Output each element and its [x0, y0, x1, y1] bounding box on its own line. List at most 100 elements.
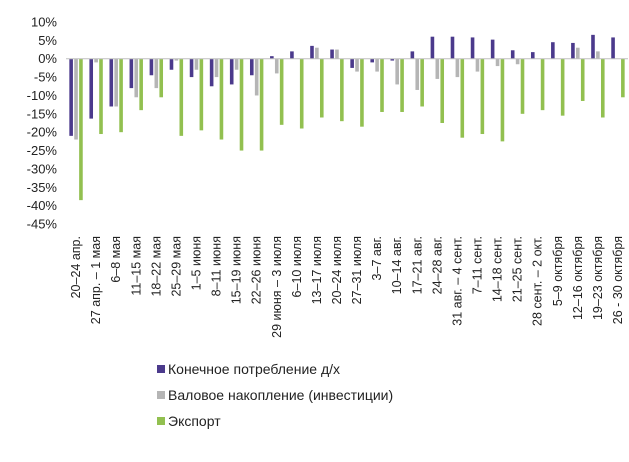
- bar-investment: [214, 58, 219, 78]
- x-tick-label: 27–31 июля: [350, 236, 364, 304]
- bar-investment: [194, 58, 199, 70]
- bar-investment: [274, 58, 279, 74]
- y-tick-label: 10%: [31, 15, 57, 30]
- x-tick-label: 15–19 июня: [230, 236, 244, 304]
- bar-consumption: [571, 42, 575, 59]
- x-tick-label: 21–25 сент.: [511, 236, 525, 302]
- bar-consumption: [109, 58, 114, 107]
- bar-consumption: [350, 58, 354, 68]
- legend-swatch-consumption: [157, 365, 165, 373]
- x-tick-label: 3–7 авг.: [370, 236, 384, 280]
- bar-export: [360, 58, 364, 127]
- bar-consumption: [370, 58, 375, 63]
- bar-investment: [415, 58, 420, 90]
- bar-investment: [74, 58, 78, 140]
- x-tick-label: 26 - 30 октября: [611, 236, 625, 324]
- bar-consumption: [390, 58, 395, 61]
- legend: Конечное потребление д/х Валовое накоплен…: [157, 361, 393, 429]
- x-tick-label: 11–15 мая: [129, 236, 143, 296]
- bar-export: [520, 58, 525, 114]
- bar-consumption: [290, 51, 294, 59]
- bar-consumption: [450, 36, 455, 59]
- bar-export: [480, 58, 485, 135]
- x-tick-label: 25–29 мая: [169, 236, 183, 297]
- x-tick-label: 6–10 июля: [290, 236, 304, 297]
- bar-export: [340, 58, 344, 122]
- bar-export: [440, 58, 445, 124]
- x-tick-label: 28 сент. – 2 окт.: [531, 236, 545, 326]
- bar-export: [239, 58, 244, 151]
- bar-export: [580, 58, 585, 101]
- legend-label-consumption: Конечное потребление д/х: [168, 361, 340, 377]
- bar-investment: [154, 58, 159, 89]
- y-tick-label: -35%: [27, 180, 58, 195]
- x-tick-label: 19–23 октября: [591, 236, 605, 320]
- bar-investment: [254, 58, 259, 96]
- bar-investment: [234, 58, 239, 70]
- legend-swatch-export: [157, 417, 165, 425]
- bar-consumption: [410, 51, 415, 59]
- x-tick-label: 27 апр. – 1 мая: [89, 236, 103, 324]
- bar-consumption: [149, 58, 154, 76]
- x-tick-label: 18–22 мая: [149, 236, 163, 297]
- y-tick-label: 0%: [38, 51, 57, 66]
- bar-export: [139, 58, 143, 111]
- y-tick-label: -20%: [27, 125, 58, 140]
- bar-consumption: [129, 58, 134, 89]
- y-tick-label: -25%: [27, 143, 58, 158]
- bar-export: [420, 58, 424, 107]
- bar-consumption: [611, 37, 615, 59]
- y-axis: 10% 5% 0% -5% -10% -15% -20% -25% -30% -35% -40% -4…: [27, 15, 58, 232]
- bar-investment: [495, 58, 500, 67]
- bar-export: [500, 58, 505, 142]
- x-tick-label: 29 июня – 3 июля: [270, 236, 284, 338]
- x-axis: 20–24 апр. 27 апр. – 1 мая 6–8 мая 11–15 ма…: [66, 58, 628, 338]
- bar-export: [99, 58, 103, 135]
- bar-export: [600, 58, 605, 118]
- bar-export: [219, 58, 224, 140]
- bar-export: [560, 58, 565, 116]
- legend-swatch-investment: [157, 391, 165, 399]
- bar-investment: [114, 58, 118, 107]
- x-tick-label: 10–14 авг.: [390, 236, 404, 294]
- y-tick-label: -10%: [27, 88, 58, 103]
- bar-consumption: [169, 58, 174, 70]
- bar-consumption: [89, 58, 94, 119]
- bar-investment: [355, 58, 359, 72]
- bar-consumption: [591, 34, 595, 59]
- bar-consumption: [229, 58, 234, 85]
- bars: [69, 34, 625, 201]
- bar-export: [540, 58, 545, 111]
- bar-export: [319, 58, 324, 118]
- y-tick-label: 5%: [38, 33, 57, 48]
- x-tick-label: 13–17 июля: [310, 236, 324, 304]
- x-tick-label: 5–9 октября: [551, 236, 565, 306]
- bar-consumption: [430, 36, 435, 59]
- bar-export: [199, 58, 204, 131]
- bar-export: [119, 58, 123, 133]
- bar-consumption: [209, 58, 214, 87]
- bar-investment: [375, 58, 379, 72]
- x-tick-label: 8–11 июня: [210, 236, 224, 296]
- bar-export: [299, 58, 304, 129]
- bar-investment: [134, 58, 139, 98]
- bar-export: [400, 58, 404, 112]
- y-tick-label: -40%: [27, 198, 58, 213]
- x-tick-label: 1–5 июня: [189, 236, 203, 290]
- bar-consumption: [530, 52, 535, 59]
- legend-label-investment: Валовое накопление (инвестиции): [168, 387, 393, 403]
- x-tick-label: 17–21 авг.: [410, 236, 424, 294]
- x-tick-label: 31 авг. – 4 сент.: [450, 236, 464, 326]
- x-tick-label: 20–24 июля: [330, 236, 344, 304]
- bar-investment: [515, 58, 520, 65]
- bar-investment: [475, 58, 480, 72]
- y-tick-label: -45%: [27, 217, 58, 232]
- x-tick-label: 24–28 авг.: [430, 236, 444, 294]
- bar-investment: [435, 58, 440, 79]
- bar-investment: [94, 58, 98, 63]
- bar-consumption: [189, 58, 194, 78]
- x-tick-label: 14–18 сент.: [491, 236, 505, 302]
- bar-investment: [455, 58, 460, 78]
- bar-consumption: [551, 42, 555, 59]
- x-tick-label: 12–16 октября: [571, 236, 585, 320]
